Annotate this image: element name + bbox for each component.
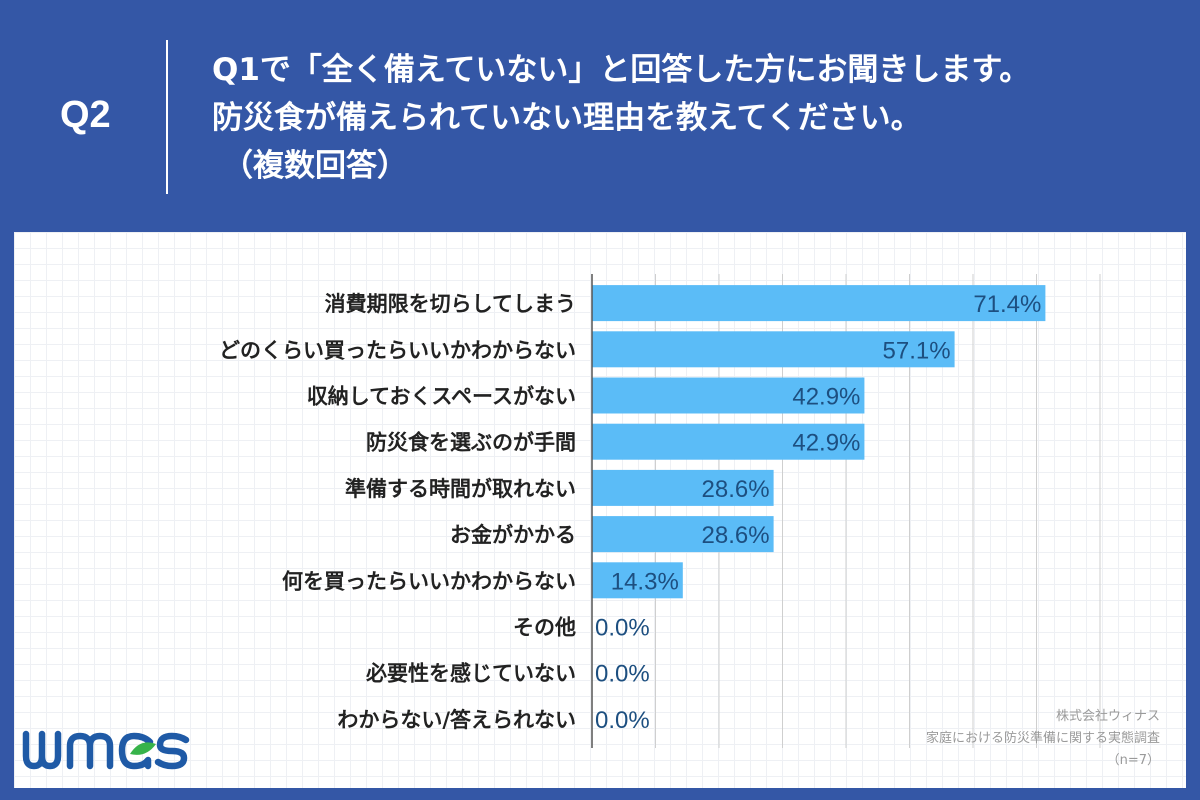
value-label: 14.3%: [611, 568, 679, 595]
category-label: その他: [513, 616, 576, 640]
winas-logo: [22, 724, 192, 780]
category-label: わからない/答えられない: [337, 708, 576, 732]
credit-company: 株式会社ウィナス: [1055, 709, 1160, 724]
bar: [592, 562, 683, 599]
credit-sample: （n=7）: [1106, 753, 1160, 768]
grid-background: [14, 232, 1186, 788]
category-label: 消費期限を切らしてしまう: [325, 292, 576, 316]
value-label: 0.0%: [595, 707, 650, 734]
question-number: Q2: [60, 94, 111, 136]
category-label: 準備する時間が取れない: [345, 477, 576, 501]
category-label: 何を買ったらいいかわからない: [282, 569, 576, 593]
credit-note: 株式会社ウィナス 家庭における防災準備に関する実態調査 （n=7）: [926, 706, 1160, 772]
bar: [592, 331, 955, 368]
bar-chart: 消費期限を切らしてしまう 71.4% どのくらい買ったらいいかわからない 57.1% 収…: [219, 274, 1101, 748]
bar: [592, 469, 774, 506]
header: Q2 Q1で「全く備えていない」と回答した方にお聞きします。 防災食が備えられて…: [0, 0, 1200, 232]
category-label: 収納しておくスペースがない: [307, 385, 576, 409]
header-divider: [166, 40, 168, 194]
value-label: 28.6%: [702, 522, 770, 549]
value-label: 0.0%: [595, 615, 650, 642]
value-label: 0.0%: [595, 661, 650, 688]
bar: [592, 285, 1046, 322]
value-label: 71.4%: [973, 291, 1041, 318]
value-label: 57.1%: [883, 337, 951, 364]
value-label: 42.9%: [792, 430, 860, 457]
category-label: どのくらい買ったらいいかわからない: [219, 338, 576, 362]
category-label: お金がかかる: [450, 523, 576, 547]
bar: [592, 423, 865, 460]
credit-survey: 家庭における防災準備に関する実態調査: [925, 731, 1160, 746]
chart-panel: 消費期限を切らしてしまう 71.4% どのくらい買ったらいいかわからない 57.1% 収…: [14, 232, 1186, 788]
category-label: 防災食を選ぶのが手間: [366, 431, 576, 455]
value-label: 28.6%: [702, 476, 770, 503]
winas-logo-mark: [22, 730, 190, 770]
category-label: 必要性を感じていない: [366, 662, 576, 686]
value-label: 42.9%: [792, 384, 860, 411]
question-text: Q1で「全く備えていない」と回答した方にお聞きします。 防災食が備えられていない…: [212, 46, 1172, 190]
bar: [592, 377, 865, 414]
bar: [592, 516, 774, 553]
question-line-1: Q1で「全く備えていない」と回答した方にお聞きします。: [212, 52, 1031, 88]
question-line-3: （複数回答）: [222, 148, 408, 184]
question-line-2: 防災食が備えられていない理由を教えてください。: [212, 100, 922, 136]
